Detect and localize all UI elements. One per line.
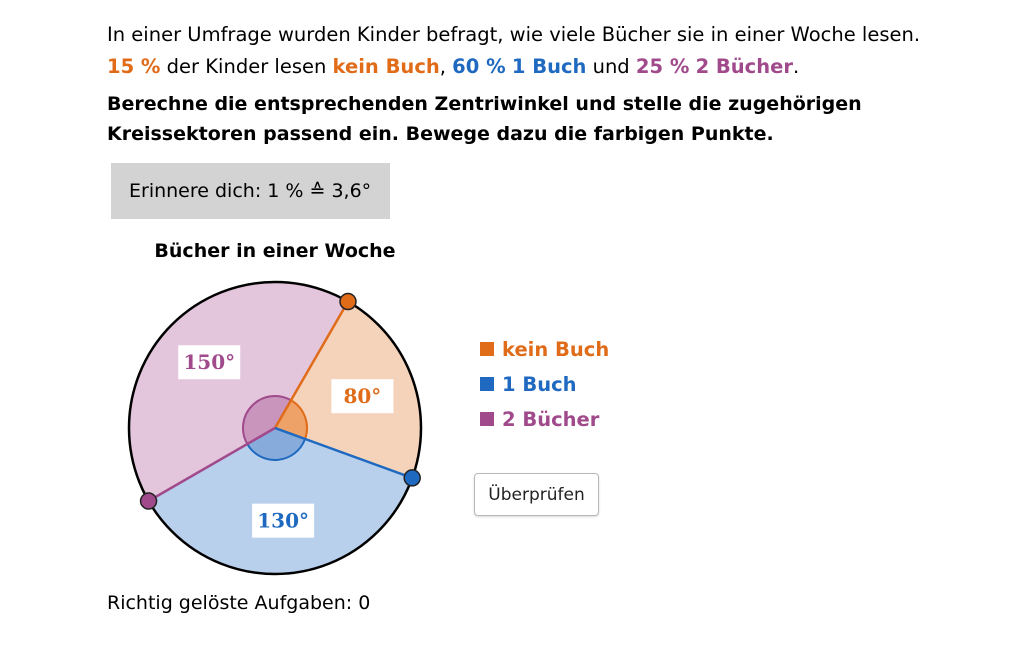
drag-handle-2-buecher[interactable] (139, 492, 158, 510)
legend-swatch-orange (480, 342, 494, 356)
angle-label-box-kein-buch (331, 379, 394, 414)
radius-line-1-buch (274, 426, 413, 480)
category-kein-buch: kein Buch (332, 55, 440, 78)
intro-line-1: In einer Umfrage wurden Kinder befragt, … (107, 23, 921, 46)
hint-box: Erinnere dich: 1 % ≙ 3,6° (111, 163, 390, 219)
legend-swatch-blue (480, 377, 494, 391)
drag-handle-1-buch[interactable] (403, 469, 421, 487)
legend-swatch-purple (480, 412, 494, 426)
intro-text-part: der Kinder lesen (160, 55, 333, 78)
legend-item-2-buecher: 2 Bücher (480, 408, 599, 431)
pie-slice-2-buecher (128, 281, 348, 501)
category-1-buch: 1 Buch (511, 55, 587, 78)
drag-handle-kein-buch[interactable] (339, 292, 357, 311)
task-line-1: Berechne die entsprechenden Zentriwinkel… (107, 93, 862, 115)
angle-label-kein-buch: 80° (343, 384, 381, 408)
radius-line-2-buecher (147, 426, 276, 503)
legend-item-1-buch: 1 Buch (480, 373, 577, 396)
angle-label-2-buecher: 150° (183, 350, 235, 374)
angle-label-1-buch: 130° (257, 509, 309, 533)
intro-text-part: und (586, 55, 636, 78)
legend-item-kein-buch: kein Buch (480, 338, 609, 361)
score-text: Richtig gelöste Aufgaben: 0 (107, 592, 370, 614)
radius-line-kein-buch (273, 300, 350, 429)
intro-text: In einer Umfrage wurden Kinder befragt, … (107, 19, 920, 83)
intro-line-2: 15 % der Kinder lesen kein Buch, 60 % 1 … (107, 51, 920, 83)
legend-label: 1 Buch (502, 373, 577, 396)
score-value: 0 (358, 592, 371, 614)
percent-1-buch: 60 % (452, 55, 506, 78)
angle-label-box-1-buch (252, 503, 315, 538)
intro-text-part: . (792, 55, 800, 78)
task-text: Berechne die entsprechenden Zentriwinkel… (107, 89, 862, 149)
score-label: Richtig gelöste Aufgaben: (107, 592, 353, 614)
pie-slice-1-buch (148, 428, 413, 575)
check-button[interactable]: Überprüfen (474, 473, 599, 516)
category-2-buecher: 2 Bücher (695, 55, 793, 78)
intro-text-part: , (439, 55, 453, 78)
angle-arc-kein-buch (273, 398, 308, 441)
pie-outline (127, 280, 423, 576)
legend-label: 2 Bücher (502, 408, 600, 431)
task-line-2: Kreissektoren passend ein. Bewege dazu d… (107, 123, 774, 145)
angle-arc-2-buecher (242, 395, 293, 446)
legend-label: kein Buch (502, 338, 610, 361)
percent-2-buecher: 25 % (635, 55, 690, 78)
angle-label-box-2-buecher (178, 345, 241, 380)
chart-title: Bücher in einer Woche (154, 240, 396, 262)
percent-kein-buch: 15 % (107, 55, 161, 78)
